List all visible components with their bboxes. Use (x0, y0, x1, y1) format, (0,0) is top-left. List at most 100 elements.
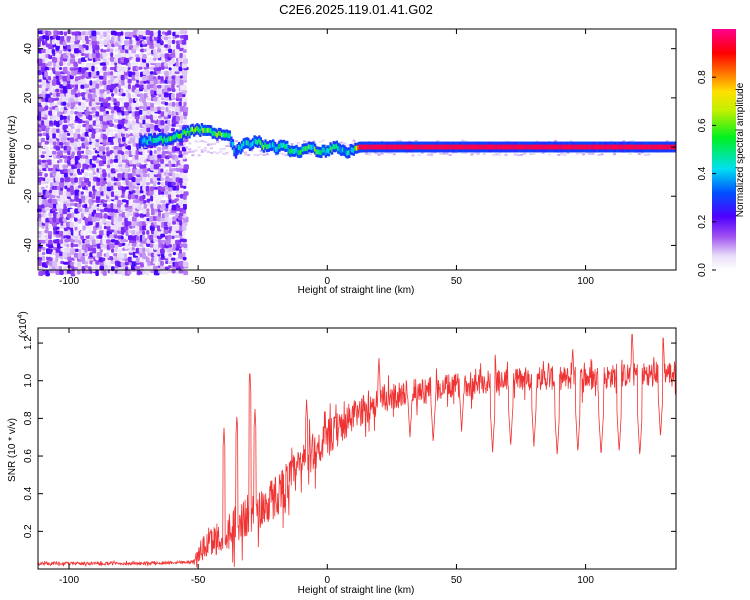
noise-cell (66, 75, 71, 82)
noise-cell (74, 186, 79, 190)
noise-cell (84, 155, 89, 159)
noise-cell (124, 253, 128, 259)
ridge-core-cell (647, 144, 650, 150)
noise-cell (110, 61, 114, 66)
ridge-core-cell (365, 144, 368, 150)
noise-cell (89, 172, 95, 179)
noise-cell (142, 168, 148, 174)
noise-cell (178, 253, 184, 259)
noise-cell (99, 230, 105, 236)
noise-cell (77, 226, 81, 231)
faint-cell (244, 151, 248, 154)
noise-cell (153, 149, 157, 155)
ridge-core-cell (423, 144, 427, 150)
noise-cell (113, 229, 118, 235)
y-tick-label: -20 (23, 189, 34, 204)
colorbar-tick-label: 0.8 (697, 70, 708, 84)
noise-cell (58, 208, 64, 214)
ridge-core-cell (375, 144, 379, 150)
noise-cell (172, 185, 178, 191)
noise-cell (167, 222, 172, 226)
ridge-core-cell (644, 144, 647, 150)
noise-cell (149, 225, 155, 231)
noise-cell (149, 75, 155, 81)
noise-cell (156, 70, 162, 74)
ridge-core-cell (361, 144, 365, 150)
noise-cell (149, 234, 154, 241)
noise-cell (73, 243, 79, 247)
faint-cell (213, 142, 217, 145)
noise-cell (178, 154, 184, 158)
faint-cell (210, 143, 213, 146)
ridge-core-cell (532, 144, 535, 150)
ridge-core-cell (151, 138, 154, 144)
ridge-core-cell (529, 144, 532, 150)
noise-cell (70, 106, 75, 110)
noise-cell (183, 270, 189, 276)
noise-cell (67, 229, 71, 236)
noise-cell (62, 217, 68, 222)
noise-cell (102, 181, 108, 185)
noise-cell (121, 92, 126, 97)
noise-cell (92, 84, 97, 89)
noise-cell (48, 217, 54, 221)
ridge-core-cell (471, 144, 475, 150)
noise-cell (66, 52, 72, 56)
noise-cell (117, 71, 122, 75)
noise-cell (171, 110, 175, 117)
noise-cell (57, 56, 61, 63)
noise-cell (171, 75, 177, 80)
noise-cell (92, 230, 97, 234)
faint-cell (628, 152, 632, 155)
ridge-core-cell (664, 144, 667, 150)
noise-cell (175, 61, 179, 67)
faint-cell (396, 139, 399, 142)
noise-cell (77, 208, 83, 212)
noise-cell (40, 154, 45, 158)
spectrogram-noise-region (37, 30, 189, 277)
noise-cell (102, 133, 108, 140)
snr-series-line (38, 334, 676, 568)
noise-cell (77, 89, 81, 93)
noise-cell (179, 145, 183, 149)
noise-cell (48, 61, 53, 66)
noise-cell (44, 58, 49, 64)
ridge-core-cell (478, 144, 481, 150)
noise-cell (71, 235, 75, 239)
noise-cell (84, 141, 90, 146)
ridge-core-cell (509, 144, 512, 150)
noise-cell (100, 244, 105, 248)
noise-cell (62, 62, 66, 66)
noise-cell (91, 30, 97, 37)
ridge-core-cell (157, 137, 160, 143)
ridge-core-cell (440, 144, 444, 150)
noise-cell (167, 177, 174, 182)
noise-cell (127, 88, 133, 92)
noise-cell (111, 36, 116, 42)
noise-cell (109, 66, 116, 71)
noise-cell (87, 93, 93, 99)
faint-cell (430, 151, 434, 154)
noise-cell (91, 127, 97, 134)
faint-cell (597, 153, 601, 156)
faint-cell (504, 153, 508, 156)
noise-cell (127, 212, 133, 217)
faint-cell (216, 141, 220, 143)
faint-cell (470, 153, 474, 155)
faint-cell (461, 152, 465, 154)
noise-cell (102, 142, 107, 147)
noise-cell (164, 44, 169, 48)
noise-cell (84, 252, 89, 256)
noise-cell (55, 181, 59, 186)
noise-cell (120, 89, 124, 94)
noise-cell (95, 79, 100, 83)
faint-cell (309, 151, 313, 154)
ridge-core-cell (427, 144, 430, 150)
ridge-core-cell (405, 144, 408, 150)
noise-cell (74, 177, 78, 183)
noise-cell (113, 158, 119, 163)
noise-cell (113, 58, 119, 63)
faint-cell (523, 152, 527, 155)
ridge-core-cell (338, 146, 342, 152)
ridge-core-cell (454, 144, 458, 150)
